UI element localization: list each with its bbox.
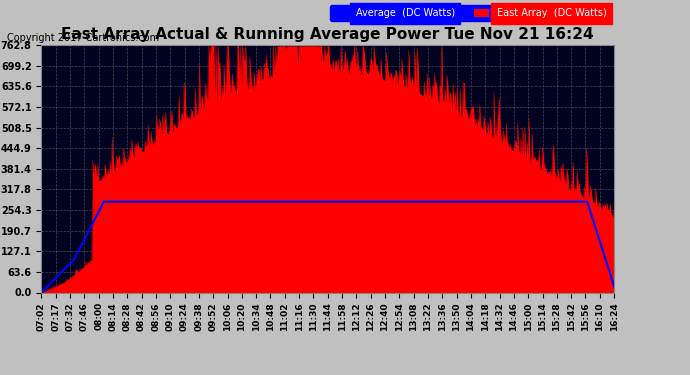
Title: East Array Actual & Running Average Power Tue Nov 21 16:24: East Array Actual & Running Average Powe… xyxy=(61,27,594,42)
Text: Copyright 2017 Cartronics.com: Copyright 2017 Cartronics.com xyxy=(7,33,159,43)
Legend: Average  (DC Watts), East Array  (DC Watts): Average (DC Watts), East Array (DC Watts… xyxy=(331,5,609,21)
